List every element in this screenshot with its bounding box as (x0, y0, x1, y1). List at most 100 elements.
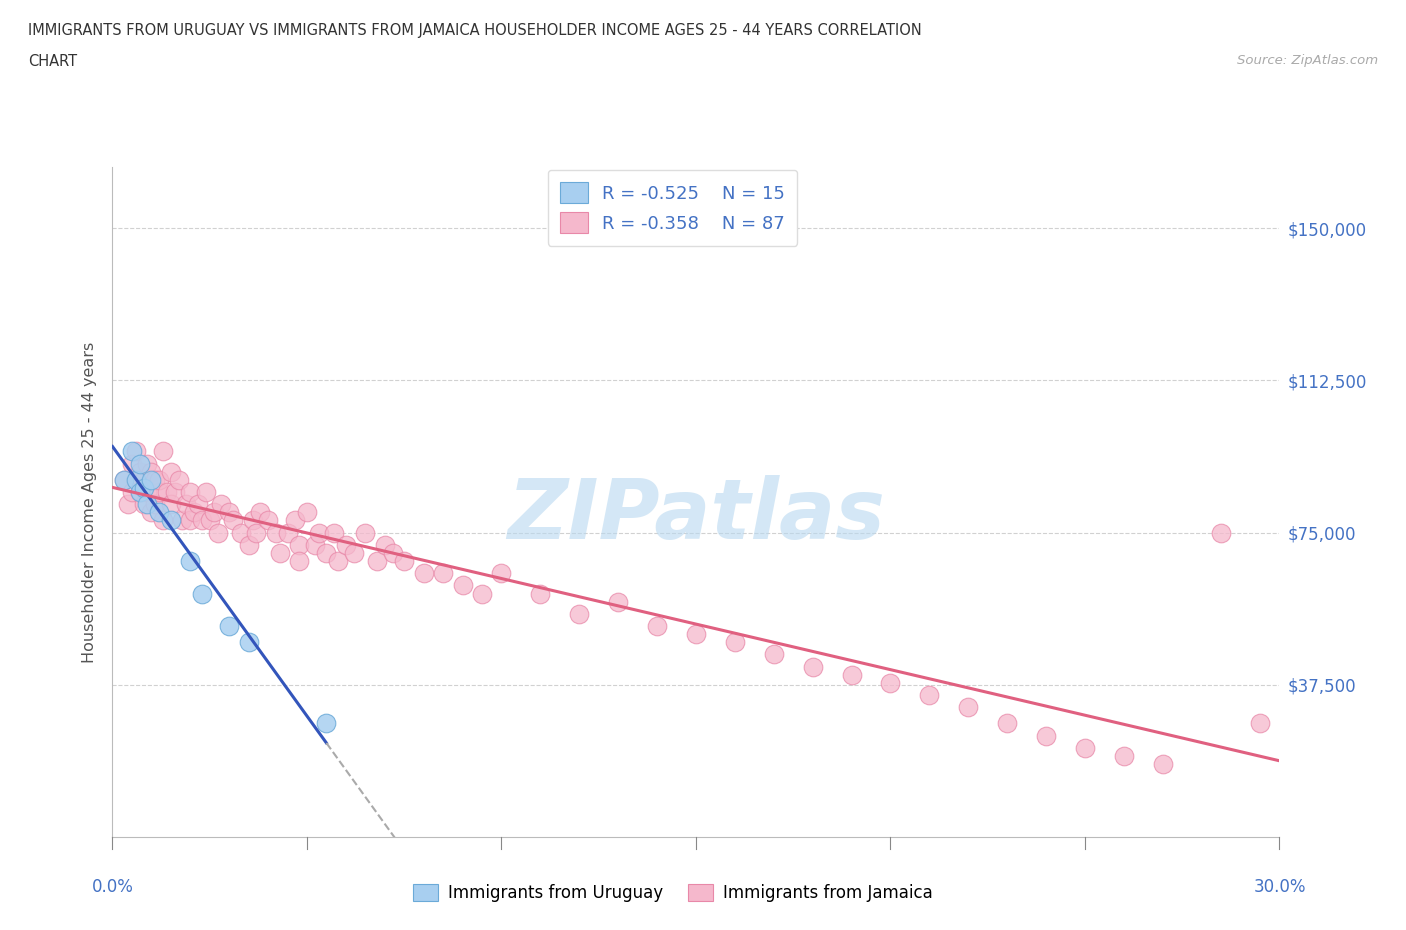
Point (141, 505, 163, 520)
Point (187, 497, 209, 512)
Point (209, 497, 232, 512)
Point (238, 538, 260, 552)
Point (112, 472, 135, 487)
Point (125, 472, 148, 487)
Point (229, 525, 252, 540)
Point (323, 525, 346, 540)
Point (160, 513, 183, 528)
Point (152, 513, 174, 528)
Point (995, 716, 1018, 731)
Point (207, 525, 229, 540)
Point (529, 586, 551, 601)
Point (141, 472, 163, 487)
Point (160, 497, 183, 512)
Point (645, 618, 668, 633)
Point (304, 538, 326, 552)
Point (112, 472, 135, 487)
Point (295, 505, 318, 520)
Point (121, 444, 143, 458)
Point (167, 472, 190, 487)
Point (491, 565, 513, 580)
Point (918, 687, 941, 702)
Point (141, 464, 163, 479)
Point (136, 485, 159, 499)
Text: Source: ZipAtlas.com: Source: ZipAtlas.com (1237, 54, 1378, 67)
Point (136, 457, 159, 472)
Point (245, 525, 267, 540)
Point (957, 699, 980, 714)
Point (841, 667, 863, 682)
Point (1035, 728, 1057, 743)
Point (1249, 716, 1271, 731)
Point (222, 513, 245, 528)
Point (288, 553, 311, 568)
Point (762, 647, 785, 662)
Point (128, 457, 150, 472)
Point (724, 635, 747, 650)
Legend: Immigrants from Uruguay, Immigrants from Jamaica: Immigrants from Uruguay, Immigrants from… (406, 878, 939, 909)
Point (249, 505, 271, 520)
Point (315, 716, 337, 731)
Text: CHART: CHART (28, 54, 77, 69)
Point (191, 513, 214, 528)
Point (179, 513, 201, 528)
Point (412, 565, 434, 580)
Y-axis label: Householder Income Ages 25 - 44 years: Householder Income Ages 25 - 44 years (82, 341, 97, 663)
Point (242, 513, 264, 528)
Point (191, 586, 214, 601)
Point (179, 485, 201, 499)
Point (1209, 525, 1232, 540)
Point (128, 464, 150, 479)
Point (1152, 756, 1174, 771)
Point (1112, 749, 1135, 764)
Point (176, 497, 198, 512)
Point (218, 618, 240, 633)
Point (308, 525, 330, 540)
Point (136, 497, 159, 512)
Point (132, 481, 155, 496)
Text: ZIPatlas: ZIPatlas (508, 475, 884, 556)
Point (125, 444, 148, 458)
Point (1074, 740, 1097, 755)
Point (194, 485, 217, 499)
Point (354, 525, 377, 540)
Point (335, 538, 357, 552)
Point (121, 457, 143, 472)
Point (121, 485, 143, 499)
Point (218, 505, 240, 520)
Point (257, 513, 280, 528)
Point (238, 635, 260, 650)
Point (288, 538, 311, 552)
Point (152, 444, 174, 458)
Point (132, 497, 155, 512)
Point (160, 464, 183, 479)
Point (432, 565, 454, 580)
Point (879, 675, 901, 690)
Point (381, 546, 404, 561)
Point (128, 485, 150, 499)
Point (128, 485, 150, 499)
Point (143, 497, 166, 512)
Point (451, 578, 474, 592)
Point (801, 659, 824, 674)
Point (179, 553, 201, 568)
Point (202, 505, 225, 520)
Text: IMMIGRANTS FROM URUGUAY VS IMMIGRANTS FROM JAMAICA HOUSEHOLDER INCOME AGES 25 - : IMMIGRANTS FROM URUGUAY VS IMMIGRANTS FR… (28, 23, 922, 38)
Point (374, 538, 396, 552)
Point (568, 606, 591, 621)
Point (366, 553, 388, 568)
Point (117, 497, 139, 512)
Point (284, 513, 307, 528)
Text: 0.0%: 0.0% (91, 878, 134, 896)
Point (163, 485, 186, 499)
Point (156, 485, 179, 499)
Point (343, 546, 366, 561)
Point (148, 485, 170, 499)
Point (471, 586, 494, 601)
Point (269, 546, 291, 561)
Point (326, 553, 349, 568)
Point (198, 513, 221, 528)
Point (148, 472, 170, 487)
Point (685, 627, 707, 642)
Point (392, 553, 416, 568)
